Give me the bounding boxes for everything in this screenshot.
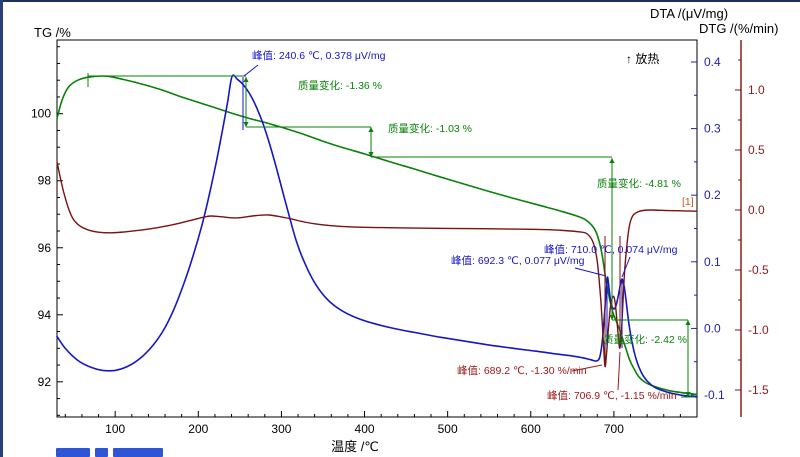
tg-axis-title: TG /%: [34, 25, 71, 40]
dta-axis-title: DTA /(μV/mg): [650, 6, 729, 21]
svg-text:-0.5: -0.5: [748, 263, 769, 277]
svg-text:700: 700: [604, 422, 624, 436]
axes: 100 200 300 400 500 600 700 92 94 96 98 100 -0.1 0.0 0…: [31, 39, 769, 436]
clipped-background-text-fragment: [56, 448, 163, 457]
svg-text:0.1: 0.1: [704, 255, 721, 269]
svg-text:100: 100: [31, 107, 51, 121]
svg-text:-1.0: -1.0: [748, 323, 769, 337]
svg-text:0.5: 0.5: [748, 143, 765, 157]
dta-curve: [56, 74, 698, 398]
svg-text:98: 98: [38, 174, 52, 188]
svg-text:100: 100: [105, 422, 125, 436]
svg-text:0.3: 0.3: [704, 122, 721, 136]
dtg-peak-annotation-707: 峰值: 706.9 ℃, -1.15 %/min: [547, 390, 677, 402]
text-fragment-block: [95, 448, 108, 457]
svg-text:96: 96: [38, 241, 52, 255]
svg-text:500: 500: [438, 422, 458, 436]
exothermic-direction-label: ↑ 放热: [626, 52, 660, 66]
svg-text:-1.5: -1.5: [748, 383, 769, 397]
x-axis-title: 温度 /℃: [331, 439, 379, 454]
svg-text:1.0: 1.0: [748, 83, 765, 97]
svg-text:0.2: 0.2: [704, 188, 721, 202]
dtg-peak-annotation-689: 峰值: 689.2 ℃, -1.30 %/min: [457, 365, 587, 377]
svg-text:92: 92: [38, 375, 52, 389]
mass-change-annotation-1: 质量变化: -1.36 %: [298, 80, 383, 92]
tg-curve: [56, 75, 698, 396]
measurement-markers: [87, 64, 695, 398]
svg-text:-0.1: -0.1: [704, 388, 725, 402]
svg-text:200: 200: [188, 422, 208, 436]
svg-text:400: 400: [355, 422, 375, 436]
text-fragment-block: [113, 448, 163, 457]
curve-label: [1]: [682, 196, 694, 208]
dta-peak-annotation-692: 峰值: 692.3 ℃, 0.077 μV/mg: [451, 255, 585, 267]
dtg-curve: [56, 161, 698, 368]
dta-peak-annotation-710: 峰值: 710.0 ℃, 0.074 μV/mg: [544, 244, 678, 256]
window-border-top: [0, 0, 800, 2]
window-border-left: [0, 0, 3, 457]
svg-text:0.0: 0.0: [704, 321, 721, 335]
mass-change-annotation-3: 质量变化: -4.81 %: [597, 178, 682, 190]
mass-change-annotation-4: 质量变化: -2.42 %: [603, 334, 688, 346]
svg-text:0.0: 0.0: [748, 203, 765, 217]
svg-text:94: 94: [38, 308, 52, 322]
mass-change-annotation-2: 质量变化: -1.03 %: [388, 123, 473, 135]
dta-peak-annotation-240: 峰值: 240.6 ℃, 0.378 μV/mg: [252, 50, 386, 62]
svg-text:0.4: 0.4: [704, 55, 721, 69]
svg-text:600: 600: [521, 422, 541, 436]
text-fragment-block: [56, 448, 90, 457]
dtg-axis-title: DTG /(%/min): [699, 21, 779, 36]
svg-text:300: 300: [271, 422, 291, 436]
